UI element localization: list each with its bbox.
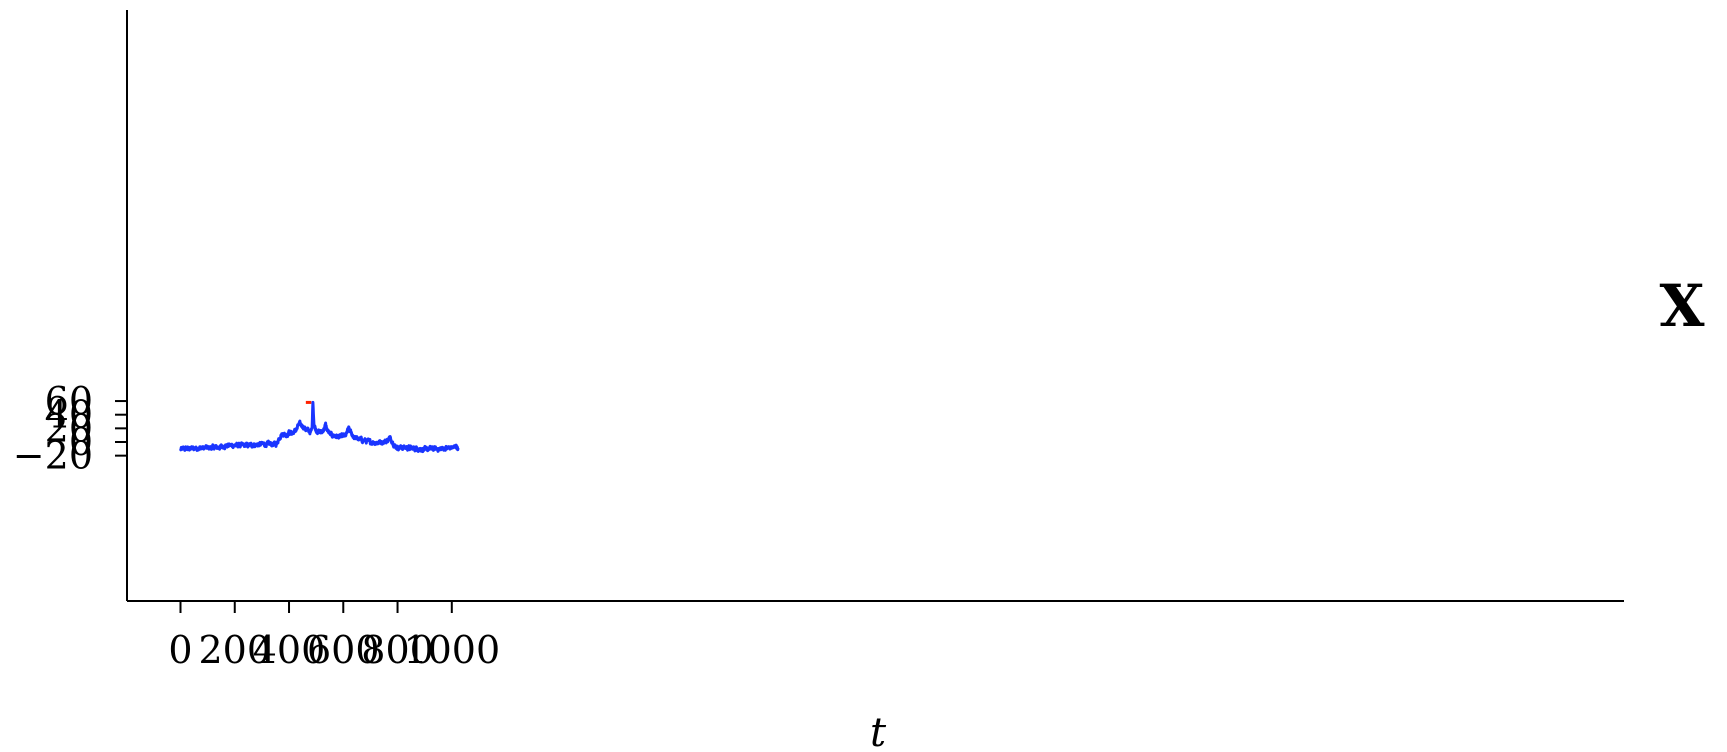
x-tick-label: 0 — [168, 628, 192, 672]
side-label: X — [1659, 272, 1704, 340]
x-tick-label: 600 — [307, 628, 380, 672]
series-group — [179, 400, 460, 454]
x-axis-title: t — [870, 710, 887, 752]
x-tick-label: 1000 — [403, 628, 500, 672]
y-tick-label: −20 — [13, 434, 93, 478]
y-tick-label: 20 — [45, 406, 93, 450]
y-tick-label: 40 — [45, 393, 93, 437]
x-tick-label: 800 — [361, 628, 434, 672]
x-tick-label: 400 — [253, 628, 326, 672]
series-line — [179, 400, 460, 454]
x-tick-label: 200 — [198, 628, 271, 672]
axes — [126, 10, 1624, 602]
y-tick-label: 60 — [45, 379, 93, 423]
y-tick-label: 0 — [69, 420, 93, 464]
